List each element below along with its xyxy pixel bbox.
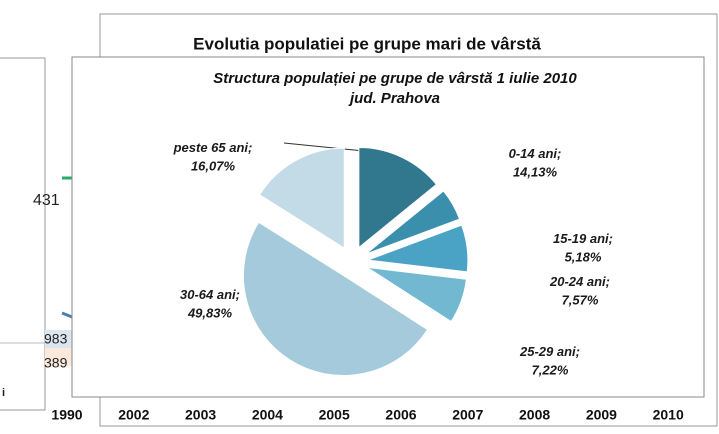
slice-label: 15-19 ani; bbox=[553, 231, 613, 246]
slice-label: peste 65 ani; bbox=[173, 140, 253, 155]
x-tick-label: 2005 bbox=[319, 407, 350, 423]
slice-category: 20-24 ani bbox=[549, 274, 606, 289]
x-tick-label: 2003 bbox=[185, 407, 216, 423]
slice-category: peste 65 ani bbox=[173, 140, 249, 155]
x-tick-label: 2004 bbox=[252, 407, 283, 423]
slice-label: 20-24 ani; bbox=[549, 274, 610, 289]
slice-label: 25-29 ani; bbox=[519, 344, 580, 359]
pie-slice bbox=[367, 224, 469, 273]
series-fragment bbox=[61, 311, 73, 319]
pie-slice bbox=[242, 221, 429, 377]
fragment-bg bbox=[45, 330, 72, 348]
x-tick-label: 2009 bbox=[586, 407, 617, 423]
slice-category: 0-14 ani bbox=[509, 146, 558, 161]
slice-category: 25-29 ani bbox=[519, 344, 576, 359]
label-separator: ; bbox=[557, 146, 561, 161]
pie-slice bbox=[366, 266, 467, 323]
label-separator: ; bbox=[248, 140, 252, 155]
slice-category: 15-19 ani bbox=[553, 231, 609, 246]
slice-value-label: 49,83% bbox=[187, 305, 233, 320]
label-separator: ; bbox=[609, 231, 613, 246]
background-title: Evolutia populatiei pe grupe mari de vâr… bbox=[193, 34, 541, 53]
fragment-label: 389 bbox=[44, 355, 68, 371]
x-tick-label: 2008 bbox=[519, 407, 550, 423]
fragment-label: 431 bbox=[33, 192, 60, 209]
x-tick-label: 2010 bbox=[653, 407, 684, 423]
slice-value-label: 7,57% bbox=[562, 292, 599, 307]
slice-value-label: 14,13% bbox=[513, 164, 558, 179]
x-tick-label: 2007 bbox=[452, 407, 483, 423]
pie-title: Structura populației pe grupe de vârstă … bbox=[213, 70, 577, 87]
x-tick-label: 1990 bbox=[51, 407, 82, 423]
x-tick-label: 2002 bbox=[118, 407, 149, 423]
fragment-bg bbox=[45, 348, 72, 366]
slice-category: 30-64 ani bbox=[180, 287, 236, 302]
fragment-label: i bbox=[2, 387, 5, 399]
pie-slice bbox=[358, 147, 438, 249]
left-chart-frame bbox=[0, 57, 46, 411]
x-tick-label: 2006 bbox=[385, 407, 416, 423]
slice-value-label: 7,22% bbox=[532, 362, 569, 377]
slice-value-label: 16,07% bbox=[191, 158, 236, 173]
pie-slice bbox=[365, 190, 461, 255]
slice-value-label: 5,18% bbox=[565, 249, 602, 264]
label-separator: ; bbox=[606, 274, 610, 289]
slice-label: 30-64 ani; bbox=[180, 287, 240, 302]
slice-label: 0-14 ani; bbox=[509, 146, 562, 161]
pie-subtitle: jud. Prahova bbox=[348, 90, 440, 107]
label-separator: ; bbox=[576, 344, 580, 359]
fragment-label: 983 bbox=[44, 331, 68, 347]
pie-slice bbox=[258, 147, 345, 249]
label-separator: ; bbox=[236, 287, 240, 302]
